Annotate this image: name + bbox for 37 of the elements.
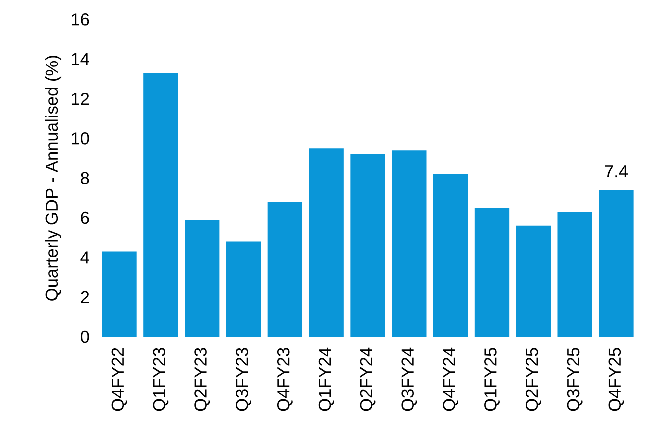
data-label: 7.4 <box>605 166 628 178</box>
x-tick-label: Q3FY23 <box>236 348 252 412</box>
y-tick-label: 2 <box>81 291 90 304</box>
bar <box>185 220 220 337</box>
bar <box>599 190 634 337</box>
bar <box>309 148 344 337</box>
bar <box>226 242 262 337</box>
y-tick-label: 0 <box>80 330 90 344</box>
x-tick-label: Q4FY22 <box>112 348 128 412</box>
y-tick-label: 6 <box>81 212 90 224</box>
y-tick-label: 16 <box>72 14 90 26</box>
x-tick-label: Q2FY24 <box>360 348 376 412</box>
bar <box>268 202 303 337</box>
bar <box>434 174 468 337</box>
x-tick-label: Q4FY24 <box>443 348 459 412</box>
x-tick-label: Q4FY23 <box>277 348 293 412</box>
bar <box>350 154 386 337</box>
x-tick-label: Q1FY24 <box>318 348 334 412</box>
y-tick-label: 4 <box>80 252 90 264</box>
bar <box>392 150 427 337</box>
bar <box>102 252 137 337</box>
x-tick-label: Q2FY25 <box>526 348 542 412</box>
y-tick-label: 10 <box>72 132 90 145</box>
x-tick-label: Q1FY23 <box>153 348 169 412</box>
bar <box>558 212 592 337</box>
x-tick-label: Q3FY25 <box>567 348 583 412</box>
y-tick-label: 14 <box>72 53 90 66</box>
x-tick-label: Q1FY25 <box>484 348 500 412</box>
y-tick-label: 8 <box>81 172 90 184</box>
x-tick-label: Q4FY25 <box>608 348 624 412</box>
x-tick-label: Q3FY24 <box>402 348 418 412</box>
y-axis-title: Quarterly GDP - Annualised (%) <box>45 56 62 301</box>
bar <box>144 73 178 337</box>
x-tick-label: Q2FY23 <box>194 348 210 412</box>
bar <box>474 208 510 337</box>
y-tick-label: 12 <box>72 92 90 106</box>
bar <box>516 226 551 337</box>
